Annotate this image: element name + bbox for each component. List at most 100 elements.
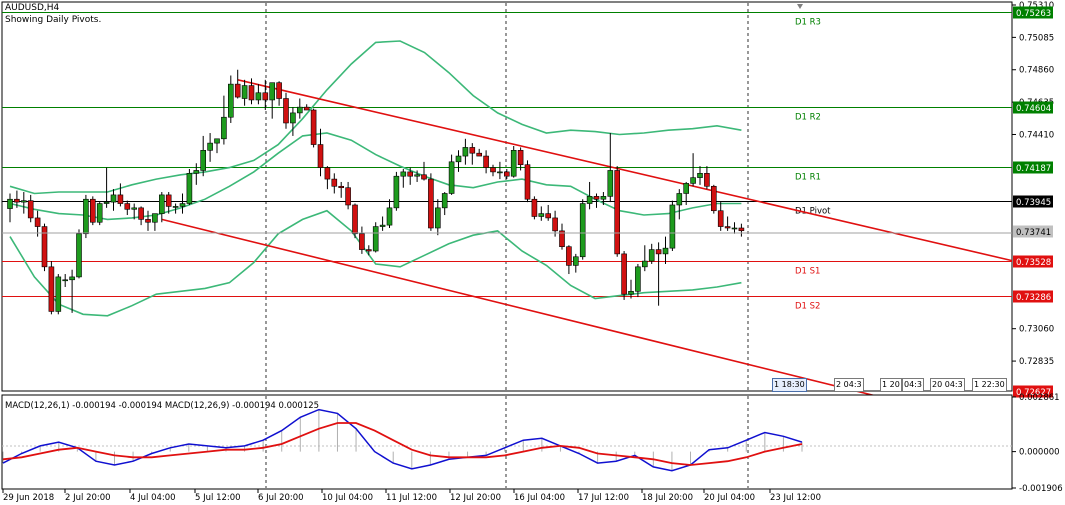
bull-candle[interactable] (434, 199, 441, 236)
scroll-marker[interactable]: 1 18:30 (772, 378, 807, 392)
bull-candle[interactable] (510, 145, 517, 178)
scroll-marker[interactable]: 04:3 (902, 378, 924, 392)
price-axis[interactable]: 0.753100.750850.748600.746350.744100.730… (1012, 1, 1054, 367)
bull-candle[interactable] (186, 169, 193, 205)
bull-candle[interactable] (96, 202, 103, 226)
bull-candle[interactable] (607, 133, 614, 203)
bull-candle[interactable] (497, 161, 503, 180)
bear-candle[interactable] (324, 166, 331, 190)
bear-candle[interactable] (503, 169, 510, 180)
bull-candle[interactable] (296, 98, 303, 119)
bull-candle[interactable] (572, 253, 579, 273)
shift-marker-icon[interactable] (797, 4, 803, 9)
bear-candle[interactable] (317, 128, 324, 177)
bull-candle[interactable] (462, 138, 469, 165)
bull-candle[interactable] (110, 189, 117, 211)
bear-candle[interactable] (476, 148, 483, 157)
bull-candle[interactable] (635, 263, 641, 298)
main-chart-panel[interactable]: D1 R3 D1 R2 D1 R1 D1 Pivot D1 S1 D1 S2 (1, 1, 1013, 431)
bear-candle[interactable] (248, 78, 255, 105)
bull-candle[interactable] (221, 95, 227, 145)
bear-candle[interactable] (710, 184, 717, 214)
bull-candle[interactable] (455, 150, 462, 172)
bull-candle[interactable] (414, 170, 420, 182)
bear-candle[interactable] (469, 143, 476, 165)
bear-candle[interactable] (283, 92, 289, 129)
bear-candle[interactable] (566, 245, 572, 275)
bull-candle[interactable] (103, 167, 110, 208)
bear-candle[interactable] (621, 251, 627, 300)
bear-candle[interactable] (614, 166, 621, 257)
bull-candle[interactable] (393, 171, 400, 211)
bull-candle[interactable] (290, 107, 296, 136)
bull-candle[interactable] (83, 194, 89, 239)
bull-candle[interactable] (20, 192, 27, 214)
channel-upper-line[interactable] (237, 79, 1013, 262)
bear-candle[interactable] (717, 202, 724, 231)
bull-candle[interactable] (159, 192, 165, 223)
bull-candle[interactable] (62, 274, 69, 287)
bull-candle[interactable] (641, 245, 648, 272)
bear-candle[interactable] (545, 204, 552, 221)
bull-candle[interactable] (690, 153, 696, 187)
bull-candle[interactable] (400, 169, 407, 188)
bull-candle[interactable] (131, 203, 137, 220)
bear-candle[interactable] (90, 196, 96, 226)
bear-candle[interactable] (524, 160, 531, 203)
bear-candle[interactable] (14, 190, 20, 208)
bull-candle[interactable] (207, 133, 213, 162)
bear-candle[interactable] (724, 216, 731, 231)
bull-candle[interactable] (586, 181, 593, 210)
bear-candle[interactable] (331, 173, 338, 194)
bear-candle[interactable] (483, 150, 489, 174)
bull-candle[interactable] (255, 84, 262, 105)
bear-candle[interactable] (48, 261, 55, 315)
macd-panel[interactable] (1, 394, 1013, 490)
bear-candle[interactable] (124, 200, 131, 216)
candlesticks[interactable] (7, 69, 745, 315)
bear-candle[interactable] (593, 193, 600, 208)
bull-candle[interactable] (76, 229, 82, 279)
bull-candle[interactable] (228, 75, 234, 123)
bear-candle[interactable] (34, 210, 41, 237)
bear-candle[interactable] (704, 166, 710, 190)
bear-candle[interactable] (738, 223, 745, 237)
bear-candle[interactable] (345, 181, 351, 210)
bull-candle[interactable] (269, 82, 276, 119)
bull-candle[interactable] (676, 189, 683, 220)
bull-candle[interactable] (441, 192, 448, 216)
bull-candle[interactable] (7, 193, 13, 223)
bear-candle[interactable] (338, 181, 345, 198)
bull-candle[interactable] (193, 163, 200, 185)
bull-candle[interactable] (697, 166, 703, 185)
bull-candle[interactable] (241, 79, 248, 106)
bull-candle[interactable] (172, 203, 179, 214)
bear-candle[interactable] (407, 167, 414, 185)
time-axis[interactable]: 29 Jun 2018 2 Jul 20:00 4 Jul 04:00 5 Jul 1… (2, 489, 821, 503)
bull-candle[interactable] (214, 138, 220, 154)
scroll-marker[interactable]: 2 04:3 (834, 378, 864, 392)
bear-candle[interactable] (234, 69, 241, 99)
bear-candle[interactable] (552, 210, 558, 237)
bear-candle[interactable] (276, 81, 282, 106)
bull-candle[interactable] (600, 192, 607, 205)
bull-candle[interactable] (152, 213, 158, 231)
bear-candle[interactable] (490, 164, 496, 177)
bull-candle[interactable] (379, 216, 386, 231)
bull-candle[interactable] (669, 200, 676, 252)
bull-candle[interactable] (386, 199, 393, 228)
bear-candle[interactable] (117, 183, 124, 207)
bear-candle[interactable] (303, 104, 310, 111)
bull-candle[interactable] (200, 135, 206, 177)
scroll-marker[interactable]: 20 04:3 (930, 378, 965, 392)
bull-candle[interactable] (538, 206, 545, 221)
bear-candle[interactable] (145, 210, 151, 231)
bull-candle[interactable] (372, 222, 379, 253)
bull-candle[interactable] (55, 274, 62, 315)
bear-candle[interactable] (41, 223, 48, 272)
bull-candle[interactable] (683, 181, 690, 205)
bear-candle[interactable] (559, 223, 565, 250)
bear-candle[interactable] (531, 196, 538, 220)
bear-candle[interactable] (165, 192, 172, 214)
